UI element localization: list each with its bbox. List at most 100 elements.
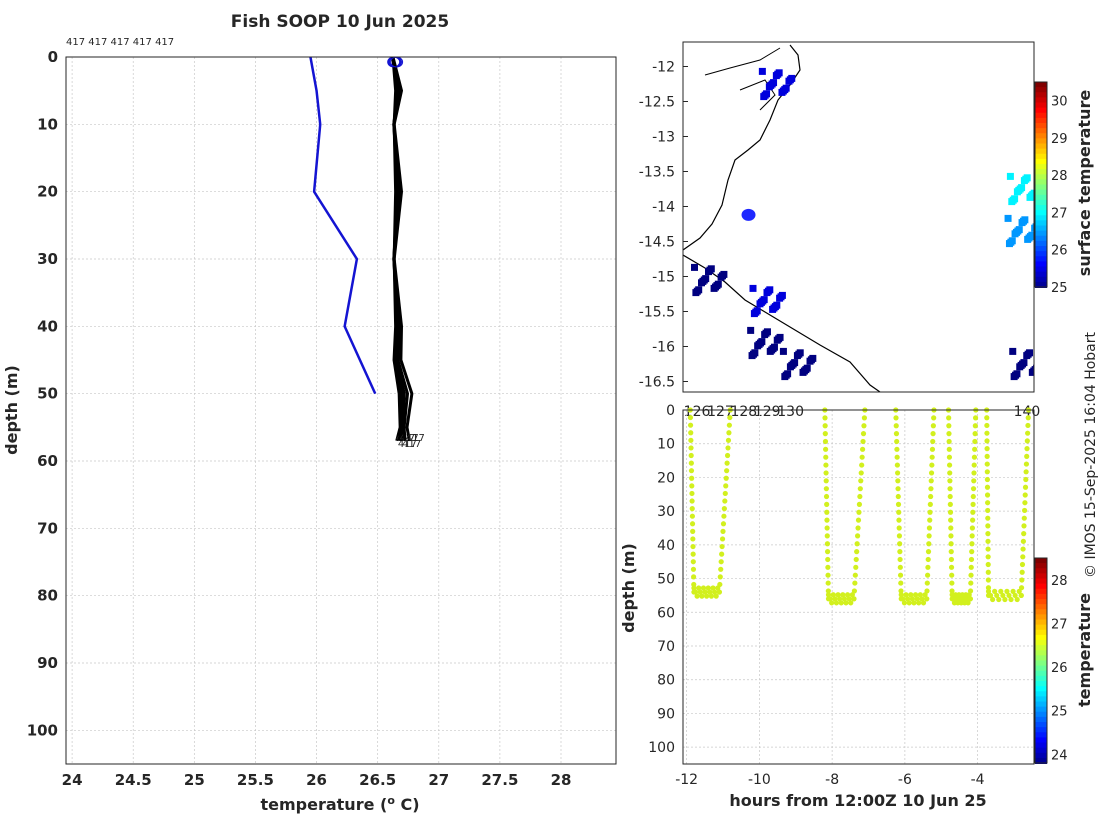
section-point bbox=[929, 454, 935, 460]
map-sst-cell bbox=[1030, 189, 1034, 197]
section-point bbox=[925, 572, 931, 578]
map-sst-cell bbox=[809, 354, 817, 362]
section-ytick-label: 50 bbox=[657, 572, 675, 588]
section-point bbox=[724, 468, 730, 474]
section-point bbox=[919, 596, 925, 602]
map-sst-cell bbox=[763, 328, 771, 336]
map-colorbar: 25 26 27 28 29 30 bbox=[1034, 81, 1068, 296]
section-point bbox=[856, 501, 863, 507]
section-point bbox=[985, 531, 991, 537]
map-colorbar-cell bbox=[1035, 205, 1047, 212]
profile-ylabel: depth (m) bbox=[2, 365, 21, 455]
section-point bbox=[854, 549, 860, 555]
section-point bbox=[689, 483, 695, 489]
map-sst-cell bbox=[758, 338, 766, 346]
section-colorbar-cell bbox=[1035, 634, 1047, 641]
section-point bbox=[970, 501, 976, 507]
section-point bbox=[860, 431, 867, 437]
section-point bbox=[725, 445, 731, 451]
section-point bbox=[822, 438, 829, 445]
section-point bbox=[946, 462, 953, 468]
section-point bbox=[968, 572, 974, 578]
map-sst-cell bbox=[1021, 216, 1029, 224]
profile-ytick-label: 40 bbox=[37, 317, 58, 335]
section-point bbox=[895, 493, 901, 500]
section-point bbox=[946, 438, 952, 445]
section-point bbox=[720, 528, 726, 534]
section-point bbox=[688, 468, 695, 474]
map-ytick-label: -14.5 bbox=[639, 235, 675, 251]
map-coastline bbox=[683, 44, 881, 392]
section-point bbox=[718, 566, 724, 572]
section-ytick-label: 80 bbox=[657, 673, 675, 689]
section-point bbox=[968, 556, 975, 563]
section-point bbox=[1023, 476, 1029, 483]
section-colorbar-cell bbox=[1035, 645, 1047, 652]
section-point bbox=[894, 446, 900, 452]
section-point bbox=[861, 423, 867, 429]
section-point bbox=[830, 592, 836, 598]
section-point bbox=[906, 600, 912, 606]
map-colorbar-cell bbox=[1035, 184, 1047, 191]
section-point bbox=[823, 454, 829, 460]
section-xtick-label: -4 bbox=[971, 772, 985, 788]
section-point bbox=[719, 536, 726, 542]
section-point bbox=[825, 588, 831, 594]
section-colorbar-cell bbox=[1035, 696, 1047, 703]
section-point bbox=[895, 470, 901, 476]
map-ytick-label: -12.5 bbox=[639, 95, 675, 111]
map-ytick-label: -16 bbox=[652, 340, 675, 356]
map-sst-cell bbox=[1028, 231, 1034, 239]
profile-xtick-label: 27.5 bbox=[481, 771, 518, 789]
map-colorbar-cell bbox=[1035, 164, 1047, 171]
section-point bbox=[718, 559, 724, 565]
section-point bbox=[1020, 554, 1026, 560]
section-point bbox=[898, 592, 904, 598]
section-point bbox=[912, 592, 919, 598]
section-point bbox=[825, 580, 831, 586]
section-point bbox=[985, 554, 991, 560]
section-point bbox=[948, 564, 955, 570]
map-colorbar-cell bbox=[1035, 281, 1047, 288]
section-point bbox=[1022, 500, 1028, 506]
section-point bbox=[908, 592, 914, 598]
map-sst-cell bbox=[775, 69, 783, 77]
section-colorbar-cell bbox=[1035, 742, 1047, 749]
section-point bbox=[924, 588, 930, 594]
section-colorbar-cell bbox=[1035, 665, 1047, 672]
map-layer bbox=[683, 44, 1046, 392]
section-point bbox=[984, 476, 990, 483]
section-point bbox=[926, 533, 932, 539]
map-colorbar-cell bbox=[1035, 194, 1047, 201]
map-sst-cell bbox=[1004, 214, 1012, 222]
section-point bbox=[948, 556, 955, 563]
map-colorbar-cell bbox=[1035, 117, 1047, 124]
section-point bbox=[689, 506, 695, 512]
section-colorbar-label: temperature bbox=[1075, 593, 1094, 707]
section-point bbox=[687, 422, 694, 428]
profile-grid bbox=[66, 56, 616, 764]
section-point bbox=[823, 493, 830, 500]
section-point bbox=[823, 470, 829, 476]
section-point bbox=[1018, 592, 1024, 599]
profile-ytick-label: 20 bbox=[37, 183, 58, 201]
section-point bbox=[896, 525, 902, 531]
section-point bbox=[930, 438, 936, 445]
map-sst-cell bbox=[1013, 370, 1021, 378]
section-point bbox=[719, 551, 725, 557]
map-sst-cell bbox=[770, 79, 778, 87]
section-colorbar-cell bbox=[1035, 711, 1047, 718]
section-xtick-label: -10 bbox=[748, 772, 771, 788]
map-ytick-label: -14 bbox=[652, 200, 675, 216]
section-point bbox=[926, 525, 933, 531]
profile-ytick-label: 80 bbox=[37, 587, 58, 605]
section-point bbox=[720, 521, 727, 527]
section-point bbox=[827, 596, 833, 602]
section-point bbox=[948, 549, 954, 555]
section-colorbar-cell bbox=[1035, 568, 1047, 575]
profile-ticks: 24 24.5 25 25.5 26 26.5 27 27.5 28 0 10 20 30 40 50 60 7… bbox=[27, 48, 572, 789]
section-point bbox=[948, 517, 954, 523]
map-sst-cell bbox=[803, 364, 811, 372]
map-sst-cell bbox=[1039, 355, 1046, 362]
section-colorbar-cell bbox=[1035, 757, 1047, 764]
